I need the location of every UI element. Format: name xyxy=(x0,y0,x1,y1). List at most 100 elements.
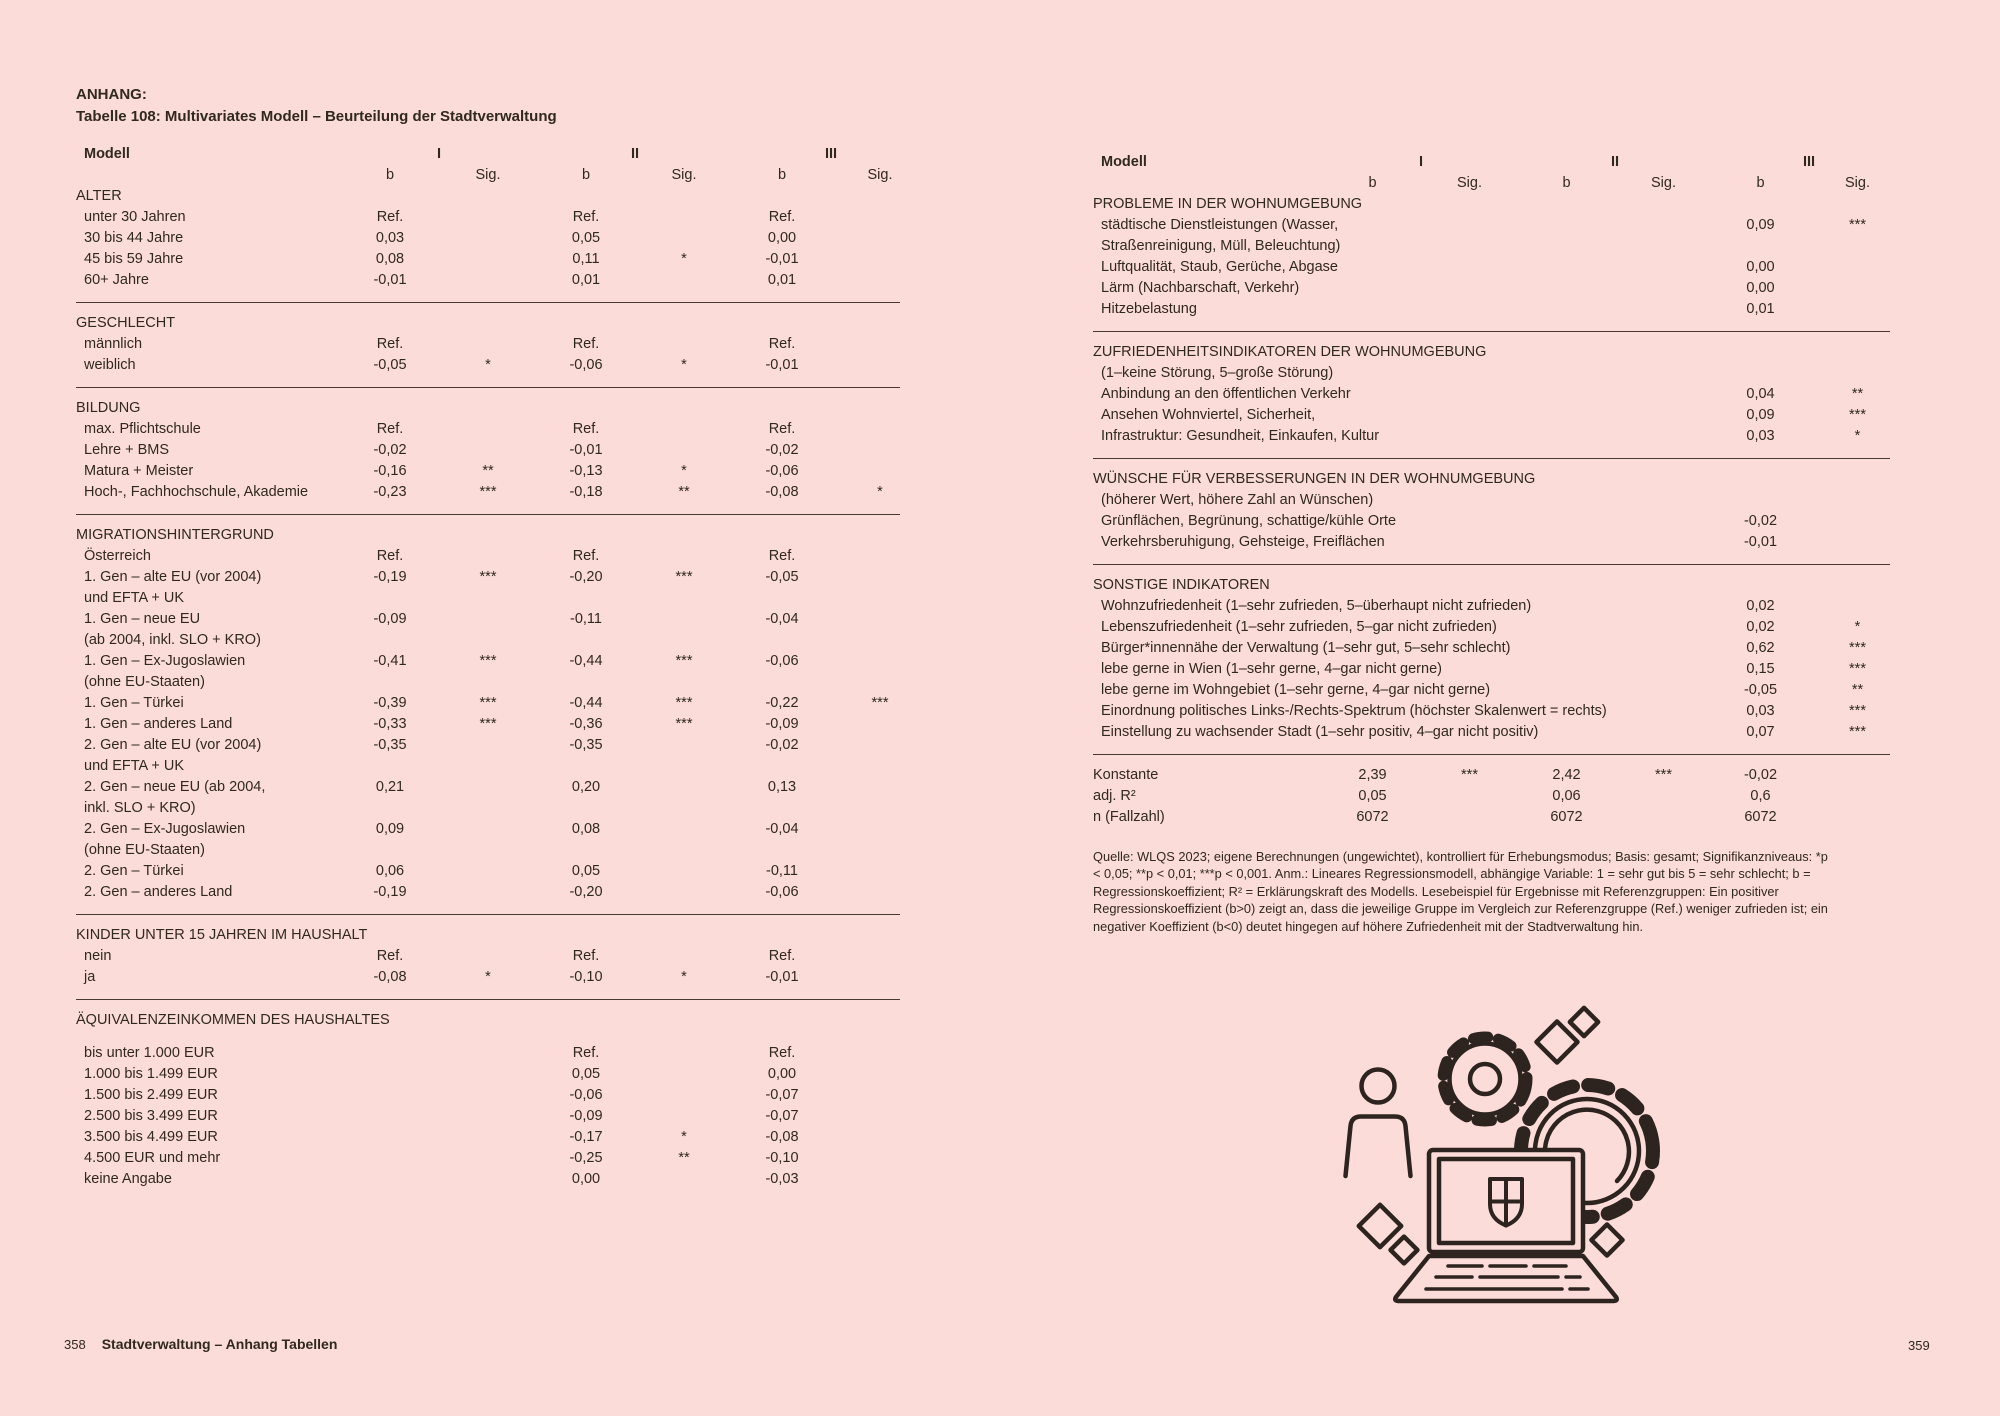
laptop-gears-person-illustration xyxy=(1330,998,1666,1330)
row-label: 1. Gen – alte EU (vor 2004) xyxy=(84,569,262,585)
b-value: 0,07 xyxy=(1746,724,1775,740)
section-divider xyxy=(76,291,929,313)
table-row: 3.500 bis 4.499 EUR -0,17 * -0,08 xyxy=(76,1127,929,1148)
section-header-row: KINDER UNTER 15 JAHREN IM HAUSHALT xyxy=(76,925,929,946)
table-row: und EFTA + UK xyxy=(76,756,929,777)
b-value: -0,06 xyxy=(569,1087,603,1103)
table-title-block: ANHANG: Tabelle 108: Multivariates Model… xyxy=(76,84,557,128)
table-row: 2. Gen – Türkei 0,06 0,05 -0,11 xyxy=(76,861,929,882)
sig-header: Sig. xyxy=(1651,175,1676,191)
model-i-label: I xyxy=(436,146,442,162)
b-value: -0,06 xyxy=(569,357,603,373)
b-value: 0,11 xyxy=(572,251,600,267)
section-header-row: SONSTIGE INDIKATOREN xyxy=(1093,575,1908,596)
row-label: ZUFRIEDENHEITSINDIKATOREN DER WOHNUMGEBU… xyxy=(1093,344,1487,360)
b-value: -0,02 xyxy=(373,442,407,458)
b-value: -0,03 xyxy=(765,1171,799,1187)
b-value: Ref. xyxy=(572,336,600,352)
b-value: -0,20 xyxy=(569,569,603,585)
b-value: -0,19 xyxy=(373,884,407,900)
sig-value: * xyxy=(1854,428,1861,444)
sig-header: Sig. xyxy=(1845,175,1870,191)
b-value: -0,01 xyxy=(765,251,799,267)
row-label: Lehre + BMS xyxy=(84,442,170,458)
table-model-header: Modell I II III xyxy=(76,144,929,165)
b-value: -0,02 xyxy=(765,442,799,458)
section-divider xyxy=(76,903,929,925)
section-divider xyxy=(76,988,929,1010)
table-row: weiblich -0,05 * -0,06 * -0,01 xyxy=(76,355,929,376)
b-value: -0,09 xyxy=(765,716,799,732)
table-row: 1. Gen – anderes Land -0,33 *** -0,36 *** -0,… xyxy=(76,714,929,735)
sig-value: * xyxy=(681,969,687,985)
table-row: 2. Gen – anderes Land -0,19 -0,20 -0,06 xyxy=(76,882,929,903)
b-value: -0,19 xyxy=(373,569,407,585)
row-label: ja xyxy=(84,969,96,985)
b-value: -0,33 xyxy=(373,716,407,732)
sig-value: *** xyxy=(1849,703,1866,719)
b-value: -0,01 xyxy=(373,272,407,288)
b-value: 6072 xyxy=(1550,809,1583,825)
sig-value: ** xyxy=(678,484,690,500)
sig-value: *** xyxy=(479,569,497,585)
b-value: 0,01 xyxy=(767,272,797,288)
table-row: 1. Gen – neue EU -0,09 -0,11 -0,04 xyxy=(76,609,929,630)
shield-icon xyxy=(1488,1177,1524,1228)
b-header: b xyxy=(777,167,787,183)
model-i-label: I xyxy=(1418,154,1424,170)
b-value: 0,00 xyxy=(767,230,797,246)
diamond-icon xyxy=(1356,1005,1625,1266)
b-value: -0,02 xyxy=(1743,767,1778,783)
keyboard-keys xyxy=(1424,1264,1590,1291)
table-row: Hoch-, Fachhochschule, Akademie -0,23 *** -… xyxy=(76,482,929,503)
section-header-row: n (Fallzahl) 6072 6072 6072 xyxy=(1093,807,1908,828)
page-number-left: 358 xyxy=(64,1337,86,1352)
sig-value: *** xyxy=(1849,661,1866,677)
sig-header: Sig. xyxy=(475,167,501,183)
b-value: 0,05 xyxy=(571,1066,601,1082)
b-value: -0,08 xyxy=(765,484,799,500)
table-row: ja -0,08 * -0,10 * -0,01 xyxy=(76,967,929,988)
gear-small-icon xyxy=(1437,1031,1533,1127)
table-row: Grünflächen, Begrünung, schattige/kühle … xyxy=(1093,511,1908,532)
row-label: Einordnung politisches Links-/Rechts-Spe… xyxy=(1101,703,1607,719)
row-label: (1–keine Störung, 5–große Störung) xyxy=(1101,365,1334,381)
b-value: -0,07 xyxy=(765,1087,799,1103)
table-row: 1. Gen – Türkei -0,39 *** -0,44 *** -0,22 *** xyxy=(76,693,929,714)
b-value: 0,02 xyxy=(1746,598,1775,614)
b-value: -0,01 xyxy=(765,969,799,985)
row-label: SONSTIGE INDIKATOREN xyxy=(1093,577,1270,593)
b-value: -0,09 xyxy=(569,1108,603,1124)
b-value: Ref. xyxy=(376,948,404,964)
b-value: -0,11 xyxy=(766,863,798,879)
section-divider xyxy=(1093,447,1908,469)
b-value: Ref. xyxy=(376,421,404,437)
row-label: 30 bis 44 Jahre xyxy=(84,230,184,246)
row-label: 2. Gen – alte EU (vor 2004) xyxy=(84,737,262,753)
table-row: unter 30 Jahren Ref. Ref. Ref. xyxy=(76,207,929,228)
row-label: Grünflächen, Begrünung, schattige/kühle … xyxy=(1101,513,1397,529)
row-label: Lärm (Nachbarschaft, Verkehr) xyxy=(1101,280,1300,296)
model-iii-label: III xyxy=(824,146,838,162)
b-value: -0,44 xyxy=(569,695,603,711)
row-label: WÜNSCHE FÜR VERBESSERUNGEN IN DER WOHNUM… xyxy=(1093,471,1536,487)
table-row: (ohne EU-Staaten) xyxy=(76,840,929,861)
section-header-row: MIGRATIONSHINTERGRUND xyxy=(76,525,929,546)
b-value: Ref. xyxy=(768,336,796,352)
row-label: und EFTA + UK xyxy=(84,758,185,774)
table-row: Bürger*innennähe der Verwaltung (1–sehr … xyxy=(1093,638,1908,659)
b-value: Ref. xyxy=(572,209,600,225)
b-value: -0,05 xyxy=(373,357,407,373)
laptop-icon xyxy=(1393,1147,1619,1304)
row-label: und EFTA + UK xyxy=(84,590,185,606)
table-row: 4.500 EUR und mehr -0,25 ** -0,10 xyxy=(76,1148,929,1169)
table-row: bis unter 1.000 EUR Ref. Ref. xyxy=(76,1043,929,1064)
regression-table-left: Modell I II III b Sig. b Sig. b Sig. ALT… xyxy=(76,144,929,1190)
table-row: Ansehen Wohnviertel, Sicherheit, 0,09 *** xyxy=(1093,405,1908,426)
b-value: Ref. xyxy=(768,421,796,437)
b-value: Ref. xyxy=(768,209,796,225)
b-value: 0,00 xyxy=(767,1066,797,1082)
row-label: Hoch-, Fachhochschule, Akademie xyxy=(84,484,309,500)
row-label: Luftqualität, Staub, Gerüche, Abgase xyxy=(1101,259,1338,275)
row-label: (ohne EU-Staaten) xyxy=(84,674,205,690)
